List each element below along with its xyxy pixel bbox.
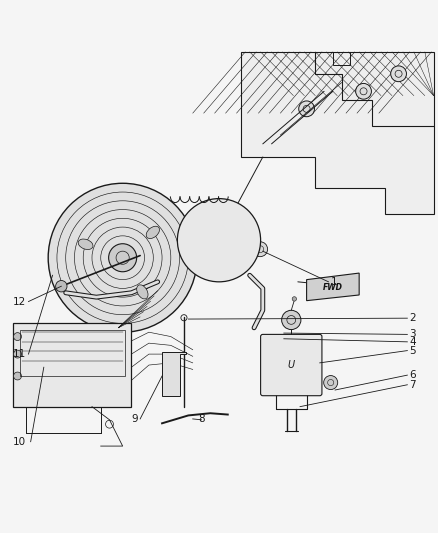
Text: 5: 5 <box>410 345 416 356</box>
Circle shape <box>391 66 406 82</box>
FancyBboxPatch shape <box>261 334 322 395</box>
Circle shape <box>177 199 261 282</box>
Circle shape <box>324 376 338 390</box>
Ellipse shape <box>78 239 93 249</box>
Circle shape <box>253 242 268 257</box>
Polygon shape <box>307 273 359 301</box>
Circle shape <box>282 310 301 329</box>
Text: 6: 6 <box>410 370 416 380</box>
Circle shape <box>204 225 234 255</box>
Text: 7: 7 <box>410 379 416 390</box>
Circle shape <box>56 280 67 292</box>
Circle shape <box>299 101 314 117</box>
Circle shape <box>14 350 21 358</box>
Circle shape <box>48 183 197 332</box>
Text: 3: 3 <box>410 329 416 340</box>
Circle shape <box>356 84 371 99</box>
Ellipse shape <box>137 285 148 299</box>
Text: 10: 10 <box>13 437 26 447</box>
Text: 2: 2 <box>410 313 416 323</box>
Text: 1: 1 <box>331 277 337 287</box>
Polygon shape <box>162 352 186 395</box>
Text: 4: 4 <box>410 337 416 347</box>
Circle shape <box>292 297 297 301</box>
Text: U: U <box>288 360 295 370</box>
Circle shape <box>14 372 21 380</box>
Text: 11: 11 <box>13 349 26 359</box>
Circle shape <box>212 206 226 221</box>
Circle shape <box>109 244 137 272</box>
Text: 8: 8 <box>198 414 205 424</box>
FancyBboxPatch shape <box>13 324 131 407</box>
Text: 9: 9 <box>131 414 138 424</box>
Text: FWD: FWD <box>323 282 343 292</box>
Circle shape <box>170 242 185 257</box>
Ellipse shape <box>146 226 159 239</box>
Text: 12: 12 <box>13 296 26 306</box>
Circle shape <box>14 333 21 341</box>
Polygon shape <box>241 52 434 214</box>
